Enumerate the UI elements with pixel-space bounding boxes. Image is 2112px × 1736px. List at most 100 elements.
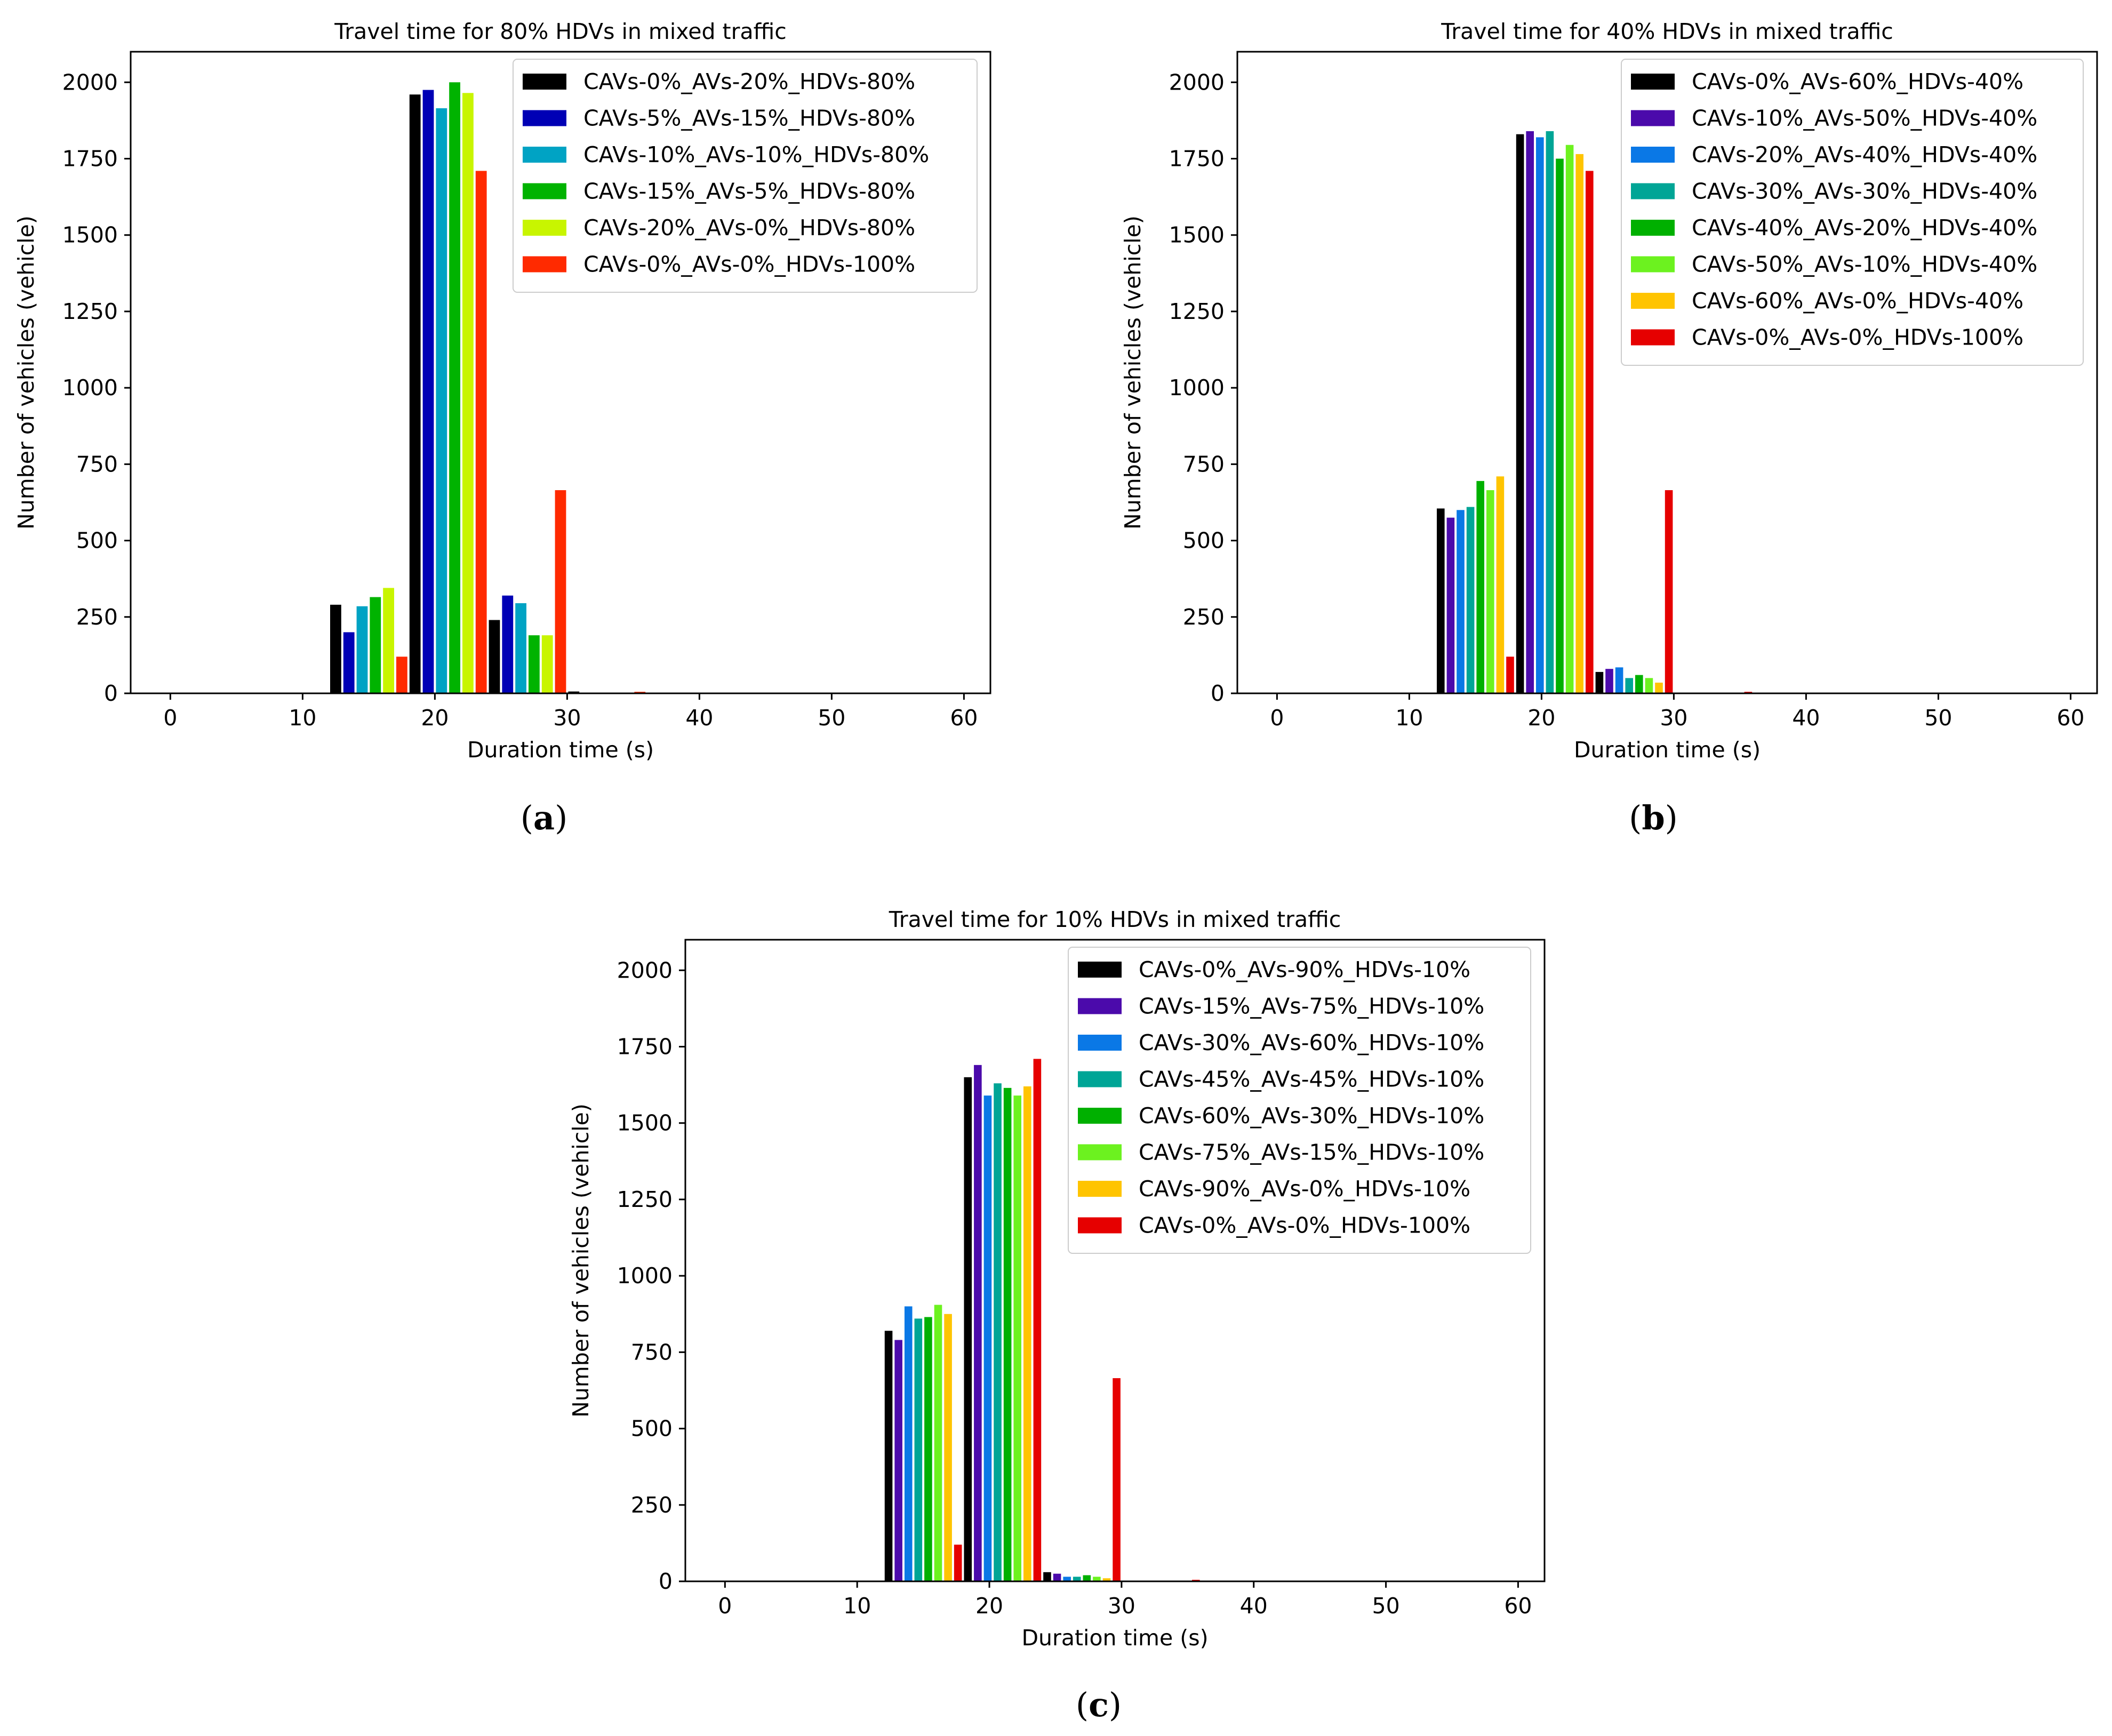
bar-c-s7-b2 [1113,1378,1121,1581]
legend-box-c [1068,947,1531,1254]
y-tick-label-b-0: 0 [1211,681,1225,706]
legend-entry-b-6: CAVs-60%_AVs-0%_HDVs-40% [1692,288,2023,314]
x-tick-label-c-30: 30 [1108,1593,1135,1619]
y-tick-label-a-1000: 1000 [62,375,118,401]
y-tick-label-c-750: 750 [631,1339,673,1365]
legend-entry-c-6: CAVs-90%_AVs-0%_HDVs-10% [1139,1176,1470,1202]
chart-title-c: Travel time for 10% HDVs in mixed traffi… [889,907,1341,932]
x-axis-label-a: Duration time (s) [467,737,654,763]
bar-b-s1-b1 [1526,131,1534,693]
bar-c-s5-b0 [934,1305,942,1581]
bar-b-s2-b1 [1536,137,1544,693]
y-tick-label-b-250: 250 [1183,604,1225,630]
bar-c-s4-b0 [924,1317,932,1581]
bar-a-s1-b0 [343,632,355,693]
bar-c-s7-b1 [1033,1059,1042,1581]
y-tick-label-a-750: 750 [76,451,118,477]
legend-box-a [513,59,978,293]
bar-a-s4-b2 [541,635,553,693]
legend-entry-b-1: CAVs-10%_AVs-50%_HDVs-40% [1692,106,2037,131]
bar-a-s5-b0 [396,657,407,693]
chart-a: 0 10 20 30 40 50 60 0 250 500 750 1000 1250 1500 1750 2… [13,19,991,837]
legend-swatch-a-1 [523,110,566,126]
bar-c-s4-b2 [1083,1575,1091,1581]
y-tick-label-b-1750: 1750 [1169,146,1225,172]
legend-entry-c-2: CAVs-30%_AVs-60%_HDVs-10% [1139,1030,1484,1055]
legend-entry-b-7: CAVs-0%_AVs-0%_HDVs-100% [1692,325,2023,350]
legend-swatch-b-0 [1631,74,1675,90]
x-tick-label-a-0: 0 [163,705,177,731]
bar-c-s6-b1 [1023,1086,1031,1581]
bar-b-s6-b2 [1655,682,1663,693]
chart-b: 0 10 20 30 40 50 60 0 250 500 750 1000 1250 1500 1750 2… [1120,19,2098,837]
bar-b-s0-b2 [1595,671,1604,693]
x-tick-label-b-10: 10 [1395,705,1423,731]
legend-swatch-b-5 [1631,256,1675,273]
x-tick-label-a-60: 60 [950,705,978,731]
legend-swatch-c-6 [1078,1181,1122,1197]
x-tick-label-a-10: 10 [289,705,316,731]
bar-b-s2-b2 [1615,667,1623,693]
y-axis-label-b: Number of vehicles (vehicle) [1120,215,1146,530]
bar-c-s0-b0 [884,1331,893,1581]
bar-b-s4-b2 [1635,675,1643,693]
legend-swatch-c-1 [1078,998,1122,1014]
legend-entry-c-4: CAVs-60%_AVs-30%_HDVs-10% [1139,1103,1484,1129]
y-tick-label-b-1000: 1000 [1169,375,1225,401]
y-tick-label-a-1250: 1250 [62,299,118,324]
chart-title-b: Travel time for 40% HDVs in mixed traffi… [1441,19,1893,44]
bar-b-s1-b2 [1605,669,1613,693]
legend-entry-b-3: CAVs-30%_AVs-30%_HDVs-40% [1692,179,2037,204]
legend-entry-a-0: CAVs-0%_AVs-20%_HDVs-80% [583,69,915,94]
legend-entry-a-1: CAVs-5%_AVs-15%_HDVs-80% [583,106,915,131]
bar-c-s3-b2 [1073,1577,1081,1581]
y-tick-label-a-2000: 2000 [62,69,118,95]
bar-a-s0-b0 [330,604,341,693]
legend-entry-c-7: CAVs-0%_AVs-0%_HDVs-100% [1139,1213,1470,1238]
x-tick-label-c-10: 10 [843,1593,871,1619]
bar-b-s7-b2 [1665,490,1673,693]
bar-b-s3-b2 [1625,678,1633,693]
bar-b-s7-b1 [1586,171,1594,693]
y-axis-label-c: Number of vehicles (vehicle) [568,1103,594,1418]
legend-a: CAVs-0%_AVs-20%_HDVs-80% CAVs-5%_AVs-15%_… [513,59,978,293]
bar-c-s2-b1 [983,1095,992,1581]
plot-frame-a [130,51,991,694]
x-tick-label-b-60: 60 [2057,705,2084,731]
bar-c-s6-b2 [1102,1578,1111,1581]
bar-a-s4-b1 [462,93,474,694]
legend-swatch-a-0 [523,74,566,90]
bar-b-s4-b1 [1556,158,1564,693]
bar-b-s5-b0 [1486,490,1494,693]
bar-a-s2-b0 [356,606,368,693]
bar-a-s1-b1 [422,90,434,693]
y-tick-label-b-2000: 2000 [1169,69,1225,95]
y-tick-label-c-1500: 1500 [617,1110,673,1136]
bar-a-s3-b1 [449,82,460,693]
bar-c-s7-b0 [954,1545,962,1581]
legend-entry-a-4: CAVs-20%_AVs-0%_HDVs-80% [583,215,915,241]
x-tick-label-c-50: 50 [1372,1593,1399,1619]
legend-entry-b-0: CAVs-0%_AVs-60%_HDVs-40% [1692,69,2023,94]
legend-swatch-b-2 [1631,147,1675,163]
bar-c-s0-b1 [964,1077,972,1581]
legend-swatch-a-3 [523,183,566,199]
x-tick-label-c-0: 0 [718,1593,732,1619]
bar-b-s1-b0 [1446,517,1455,693]
legend-entry-a-3: CAVs-15%_AVs-5%_HDVs-80% [583,179,915,204]
bar-c-s3-b1 [994,1083,1002,1581]
bar-b-s3-b0 [1466,507,1475,693]
x-tick-label-b-50: 50 [1924,705,1952,731]
legend-swatch-c-7 [1078,1217,1122,1234]
x-tick-label-a-50: 50 [818,705,845,731]
bar-a-s2-b1 [436,108,447,694]
x-tick-label-c-60: 60 [1504,1593,1532,1619]
panel-caption-a: (a) [521,798,568,837]
bar-c-s3-b0 [914,1318,923,1581]
legend-swatch-b-4 [1631,220,1675,236]
legend-swatch-c-0 [1078,962,1122,978]
legend-entry-a-2: CAVs-10%_AVs-10%_HDVs-80% [583,142,929,167]
y-tick-label-c-1000: 1000 [617,1263,673,1289]
y-tick-label-c-2000: 2000 [617,957,673,983]
bar-a-s5-b1 [475,171,487,693]
